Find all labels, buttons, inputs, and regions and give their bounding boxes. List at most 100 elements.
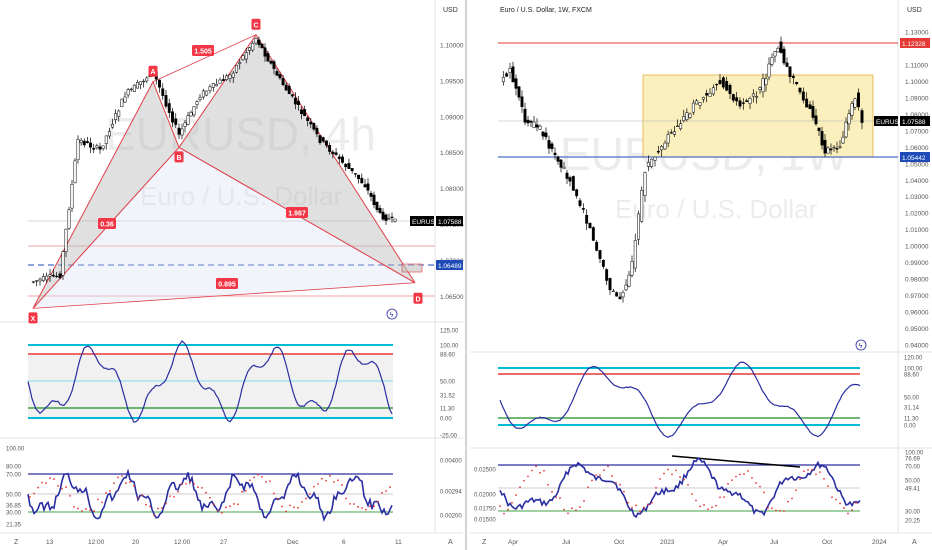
right-candle-body <box>578 200 582 206</box>
right-rsi-line <box>499 361 861 439</box>
signal-dot <box>325 479 327 482</box>
pattern-point-d[interactable]: D <box>413 292 423 304</box>
harmonic-d-zone[interactable] <box>401 263 423 273</box>
right-candle-body <box>568 177 572 182</box>
signal-dot <box>687 484 689 486</box>
ratio-xd-label[interactable]: 0.895 <box>216 278 238 289</box>
right-candle-body <box>688 113 692 118</box>
signal-dot <box>723 496 725 498</box>
left-candle-body <box>38 278 42 282</box>
left-candle-body <box>337 156 341 160</box>
right-candle-body <box>550 143 554 150</box>
right-divergence-line[interactable] <box>671 455 801 468</box>
signal-dot <box>85 508 87 510</box>
signal-dot <box>727 482 729 485</box>
left-candle-body <box>82 140 86 146</box>
right-candle-body <box>718 80 722 84</box>
right-candle-body <box>611 290 615 293</box>
signal-dot <box>667 468 669 471</box>
right-zoom-button[interactable]: Z <box>482 539 487 546</box>
ratio-xb-label[interactable]: 0.36 <box>98 218 116 229</box>
ratio-bd-label[interactable]: 1.987 <box>286 207 308 218</box>
left-auto-button[interactable]: A <box>448 539 453 546</box>
left-price-tag[interactable]: EURUSD 1.07588 <box>410 216 463 226</box>
left-rsi-band <box>28 355 393 417</box>
right-candle-body <box>624 284 628 291</box>
left-time-tick: 12:00 <box>88 539 105 546</box>
right-candle-body <box>608 278 612 291</box>
right-candle-body <box>656 151 660 153</box>
signal-dot <box>643 507 645 509</box>
right-candle-body <box>708 92 712 97</box>
pattern-point-c[interactable]: C <box>251 18 261 30</box>
right-candle-body <box>630 261 634 276</box>
right-candle-body <box>646 162 650 167</box>
range-box[interactable] <box>642 74 874 158</box>
signal-dot <box>743 473 745 475</box>
signal-dot <box>587 486 589 489</box>
left-candle-body <box>174 118 178 125</box>
signal-dot <box>675 469 677 472</box>
right-candle-body <box>601 260 605 267</box>
signal-dot <box>329 474 331 477</box>
ratio-ac-label[interactable]: 1.505 <box>192 45 214 56</box>
right-candle-body <box>741 102 745 104</box>
left-candle-body <box>384 214 388 221</box>
right-price-tick: 1.03000 <box>905 194 929 201</box>
right-candle-body <box>785 62 789 67</box>
right-candle-body <box>801 91 805 101</box>
left-candle-body <box>98 146 102 150</box>
right-price-tag[interactable]: EURUSD 1.07588 <box>874 116 930 126</box>
right-candle-body <box>860 110 864 123</box>
pattern-point-b[interactable]: B <box>174 151 184 163</box>
right-lightning-button[interactable]: ϟ <box>855 339 867 351</box>
left-candle-body <box>231 72 235 78</box>
left-candle-body <box>132 84 136 92</box>
right-price-tag-value: 1.07588 <box>902 119 926 126</box>
right-red-tag[interactable]: 1.12328 <box>900 38 930 48</box>
pattern-point-a[interactable]: A <box>148 65 158 77</box>
right-candle-body <box>529 120 533 123</box>
right-candle-body <box>728 84 732 94</box>
signal-dot <box>269 480 271 483</box>
pattern-point-x[interactable]: X <box>28 312 38 324</box>
signal-dot <box>827 485 829 488</box>
left-candle-body <box>272 61 276 69</box>
signal-dot <box>169 495 171 498</box>
harmonic-xbd-area <box>33 147 415 309</box>
signal-dot <box>213 503 215 506</box>
right-price-tick: 1.11000 <box>905 62 928 69</box>
right-candle-body <box>672 131 676 135</box>
left-candle-body <box>211 83 215 88</box>
left-candle-body <box>58 273 62 279</box>
signal-dot <box>811 468 813 471</box>
signal-dot <box>679 476 681 478</box>
left-candle-body <box>369 192 373 197</box>
left-zoom-button[interactable]: Z <box>14 539 19 546</box>
left-time-tick: 12:00 <box>174 539 191 546</box>
signal-dot <box>45 482 47 485</box>
left-rsi-axis-label: 125.00 <box>440 329 459 335</box>
signal-dot <box>747 470 749 472</box>
right-candle-body <box>817 127 821 132</box>
signal-dot <box>389 486 391 489</box>
signal-dot <box>177 490 179 493</box>
left-candle-body <box>238 62 242 64</box>
signal-dot <box>559 497 561 499</box>
left-time-tick: 27 <box>220 539 228 546</box>
right-blue-tag[interactable]: 1.05442 <box>900 152 930 162</box>
right-red-tag-value: 1.12328 <box>902 41 926 48</box>
left-lightning-button[interactable]: ϟ <box>386 308 398 320</box>
signal-dot <box>117 476 119 479</box>
right-candle-body <box>850 103 854 116</box>
left-candle-body <box>135 82 139 89</box>
left-blue-tag[interactable]: 1.06489 <box>436 260 463 270</box>
signal-dot <box>105 491 107 494</box>
right-candle-body <box>633 240 637 269</box>
right-rsi-axis-label: 0.00 <box>904 424 916 430</box>
signal-dot <box>611 475 613 477</box>
signal-dot <box>547 483 549 486</box>
signal-dot <box>69 494 71 497</box>
right-auto-button[interactable]: A <box>912 539 917 546</box>
right-stoch-axis-label: 76.69 <box>905 457 921 463</box>
